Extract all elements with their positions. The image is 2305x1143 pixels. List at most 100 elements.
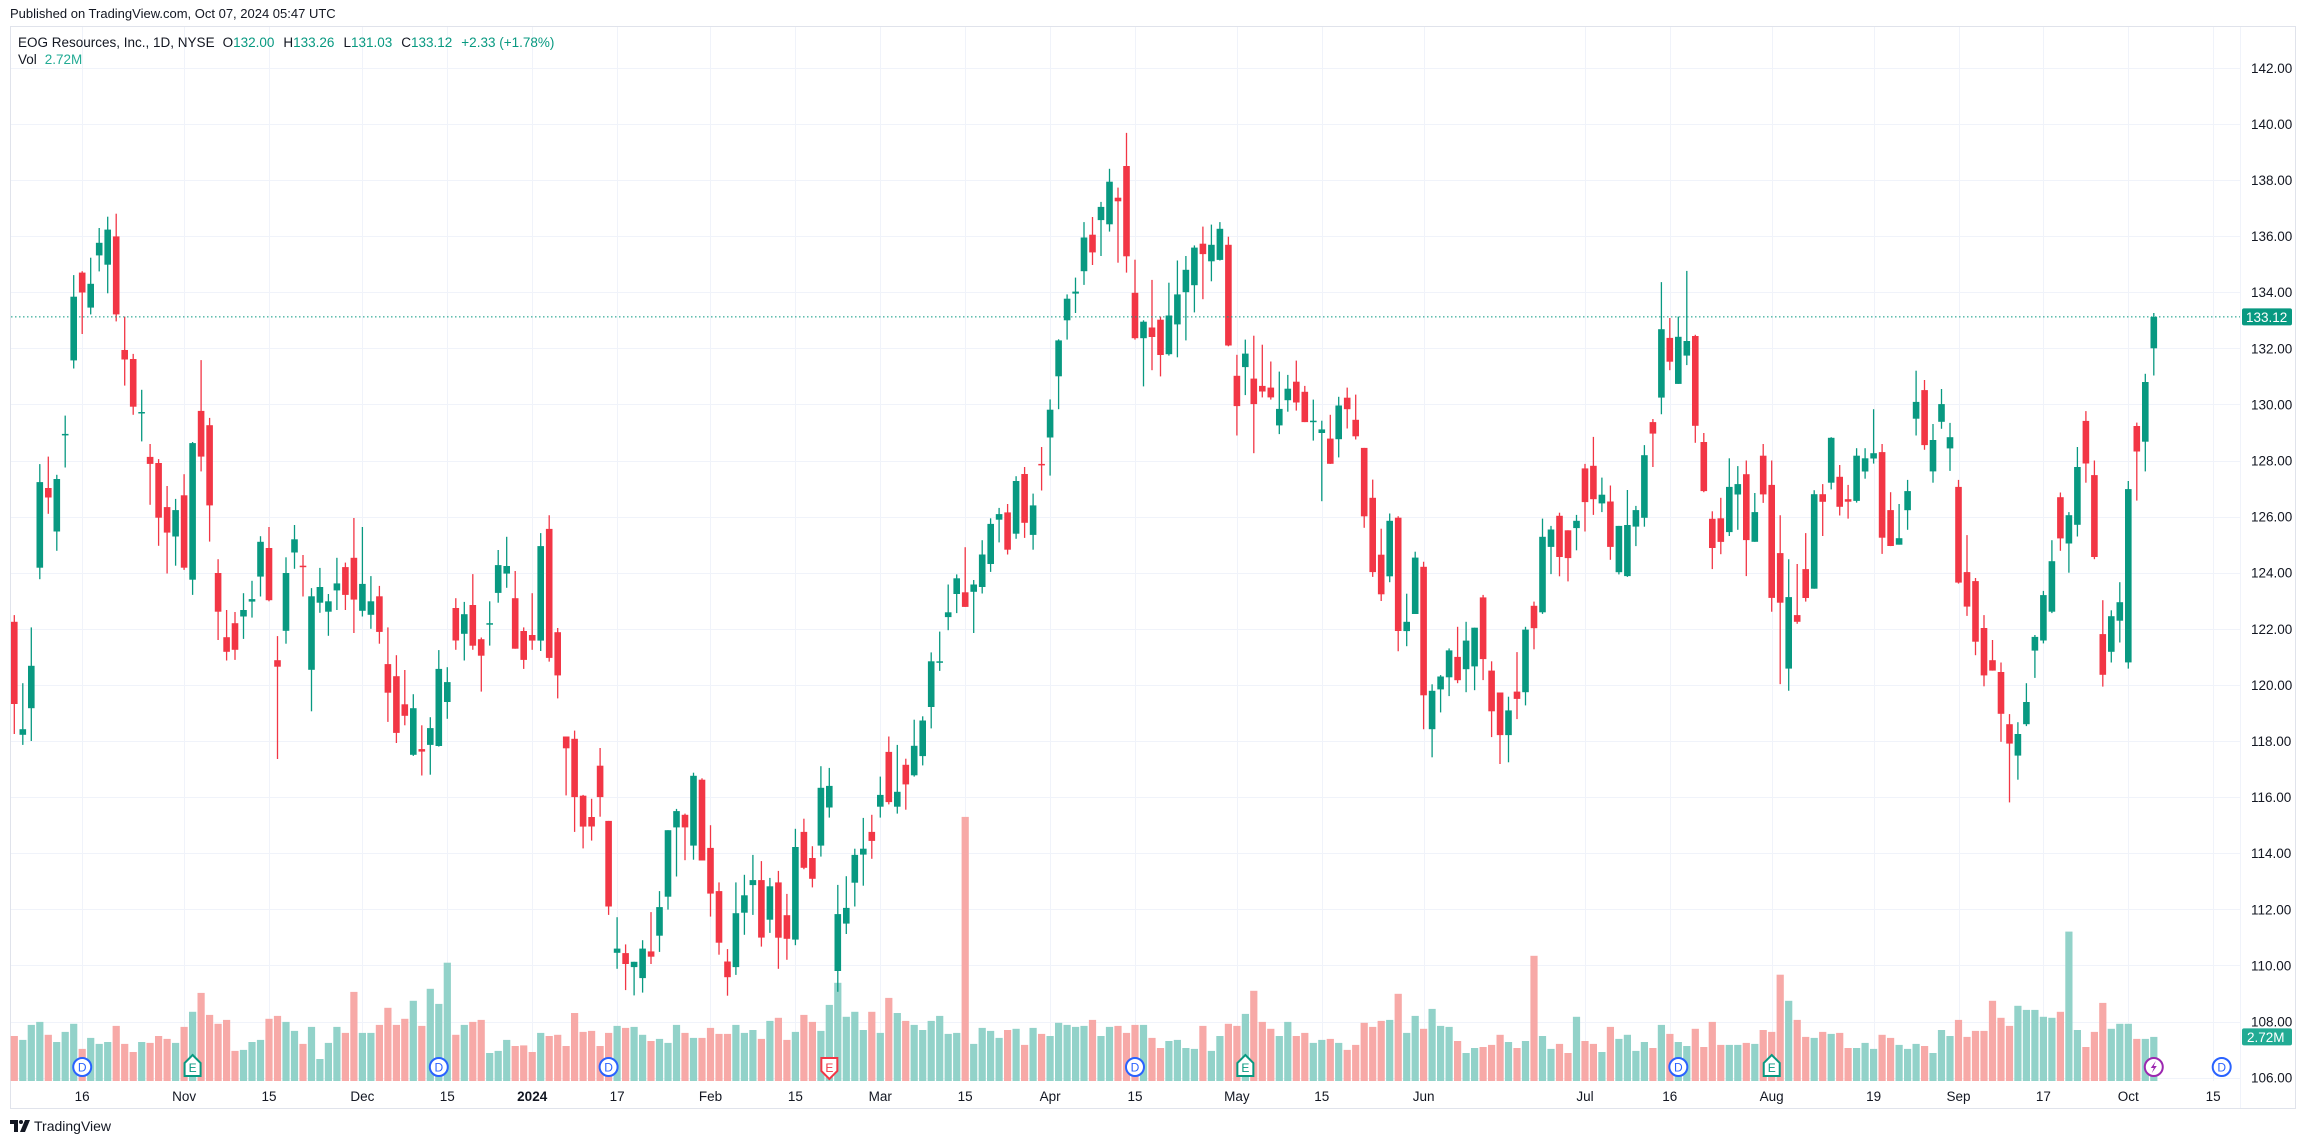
candle[interactable] (715, 882, 723, 955)
candle[interactable] (1471, 627, 1478, 691)
candle[interactable] (248, 580, 256, 618)
candle[interactable] (2048, 540, 2056, 614)
candle[interactable] (223, 610, 230, 661)
candle[interactable] (1454, 626, 1461, 684)
candle[interactable] (741, 874, 748, 935)
candle[interactable] (1445, 648, 1453, 697)
candle[interactable] (1692, 334, 1699, 443)
candle[interactable] (494, 550, 502, 603)
candle[interactable] (1488, 661, 1495, 738)
symbol-title[interactable]: EOG Resources, Inc., 1D, NYSE (18, 35, 215, 50)
candle[interactable] (1360, 447, 1368, 528)
split-marker[interactable] (2143, 1057, 2164, 1077)
candle[interactable] (1836, 465, 1843, 516)
candle[interactable] (766, 877, 774, 933)
earnings-down-marker[interactable]: E (820, 1057, 839, 1081)
candle[interactable] (995, 507, 1003, 543)
candle[interactable] (1123, 132, 1130, 273)
candle[interactable] (1199, 226, 1207, 300)
candle[interactable] (1301, 385, 1309, 423)
price-axis[interactable]: 142.00 140.00 138.00 136.00 134.00 132.00 130.… (2242, 61, 2292, 1086)
candle[interactable] (1496, 692, 1504, 765)
candle[interactable] (163, 486, 171, 574)
candle[interactable] (1343, 387, 1351, 429)
candle[interactable] (45, 456, 52, 514)
candle[interactable] (333, 557, 341, 610)
candle[interactable] (1972, 578, 1979, 656)
candle[interactable] (410, 694, 417, 756)
candle[interactable] (1530, 601, 1538, 650)
candle[interactable] (1242, 339, 1249, 396)
candle[interactable] (1055, 339, 1062, 410)
earnings-up-marker[interactable]: E (183, 1053, 202, 1077)
candle[interactable] (1148, 279, 1156, 371)
candle[interactable] (240, 593, 247, 639)
candle[interactable] (1174, 260, 1181, 358)
candle[interactable] (732, 882, 740, 975)
candle[interactable] (418, 725, 426, 776)
candle[interactable] (2142, 373, 2149, 472)
candle[interactable] (953, 574, 960, 614)
dividend-marker[interactable]: D (1668, 1057, 1689, 1077)
candle[interactable] (758, 861, 765, 947)
candle[interactable] (427, 717, 434, 775)
candle[interactable] (1080, 222, 1088, 285)
earnings-up-marker[interactable]: E (1236, 1053, 1255, 1077)
candle[interactable] (1233, 354, 1241, 436)
candle[interactable] (987, 518, 994, 572)
candle[interactable] (1505, 696, 1512, 763)
candle[interactable] (545, 515, 553, 662)
candle[interactable] (1717, 497, 1725, 555)
candle[interactable] (613, 917, 621, 969)
candle[interactable] (1793, 564, 1801, 624)
candle[interactable] (401, 670, 409, 726)
candle[interactable] (562, 736, 570, 796)
candle[interactable] (1963, 535, 1971, 616)
candle[interactable] (2150, 313, 2158, 376)
time-axis[interactable]: 16 Nov 15 Dec 15 2024 17 Feb 15 Mar 15 Apr 15 May 15 Ju… (75, 1089, 2221, 1104)
candle[interactable] (1539, 518, 1546, 614)
candle[interactable] (1352, 394, 1359, 440)
candle[interactable] (78, 271, 86, 334)
candle[interactable] (775, 870, 782, 969)
candle[interactable] (817, 766, 825, 857)
candle[interactable] (172, 498, 179, 566)
candle[interactable] (308, 588, 315, 712)
candle[interactable] (656, 891, 663, 952)
candle[interactable] (1259, 344, 1266, 398)
candle[interactable] (834, 884, 842, 992)
candle[interactable] (350, 518, 358, 633)
earnings-up-marker[interactable]: E (1762, 1053, 1781, 1077)
candle[interactable] (639, 940, 646, 993)
candle[interactable] (1666, 318, 1674, 371)
candle[interactable] (1955, 479, 1962, 584)
candle[interactable] (1403, 593, 1410, 647)
candle[interactable] (1437, 675, 1444, 713)
candle[interactable] (2099, 600, 2107, 687)
candle[interactable] (1802, 533, 1809, 602)
candle[interactable] (1479, 594, 1487, 681)
candle[interactable] (274, 636, 281, 759)
candle[interactable] (2125, 481, 2132, 669)
candle[interactable] (1997, 662, 2005, 742)
candle[interactable] (180, 474, 188, 570)
candle[interactable] (860, 817, 867, 886)
candle[interactable] (1726, 458, 1733, 536)
candle[interactable] (1114, 187, 1122, 263)
candle[interactable] (630, 961, 638, 996)
candle[interactable] (571, 730, 578, 832)
candle[interactable] (596, 748, 604, 817)
candle[interactable] (1810, 490, 1818, 589)
candle[interactable] (155, 459, 162, 546)
candle[interactable] (206, 417, 213, 542)
candle[interactable] (1649, 419, 1657, 467)
candle[interactable] (342, 562, 349, 610)
candle[interactable] (1208, 224, 1215, 282)
candle[interactable] (1191, 245, 1198, 313)
candle[interactable] (1624, 490, 1631, 577)
candle[interactable] (1021, 467, 1028, 538)
candle[interactable] (486, 601, 493, 646)
candle[interactable] (469, 574, 477, 650)
